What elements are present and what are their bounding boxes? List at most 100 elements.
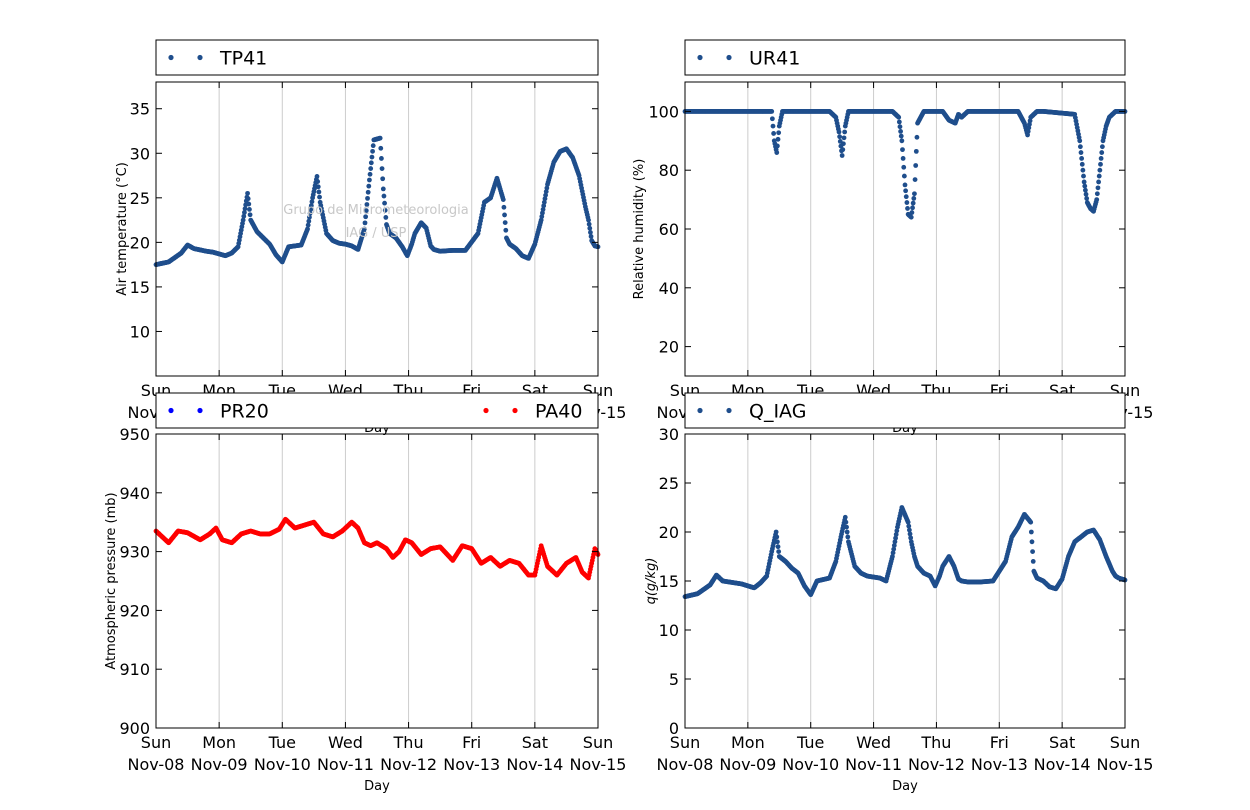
point-tp41-139 [241,213,247,219]
point-ur41-340 [896,114,902,120]
point-ur41-360 [908,214,914,220]
point-ur41-362 [910,205,915,211]
point-ur41-353 [904,200,910,205]
point-ur41-369 [914,134,920,140]
legend-label-PA40: PA40 [535,401,582,423]
xtick-date-q_iag-7: Nov-15 [1097,755,1154,774]
legend-ur41: UR41 [684,39,1126,76]
point-ur41-346 [900,147,905,153]
point-tp41-339 [367,171,373,177]
xtick-date-q_iag-4: Nov-12 [908,755,965,774]
point-ur41-363 [910,200,916,206]
ytick-label-q_iag-15: 15 [659,572,679,591]
point-tp41-551 [501,204,507,210]
point-ur41-149 [776,130,782,136]
ytick-label-pressure-930: 930 [119,543,150,562]
axes-layer [155,81,1126,729]
ylabel-pressure: Atmospheric pressure (mb) [104,492,119,669]
point-tp41-613 [540,207,546,212]
point-ur41-364 [911,196,917,201]
point-tp41-611 [539,214,545,219]
point-tp41-257 [315,184,321,190]
legend-label-TP41: TP41 [219,48,267,70]
point-ur41-632 [1079,161,1085,167]
point-tp41-242 [306,218,312,224]
xlabel-pressure: Day [364,779,390,794]
point-ur41-657 [1095,185,1101,191]
point-ur41-350 [902,182,908,188]
ytick-label-ur41-20: 20 [659,338,679,357]
point-tp41-362 [382,200,387,206]
ytick-label-tp41-15: 15 [130,278,150,297]
point-tp41-610 [538,217,544,223]
point-ur41-351 [903,188,909,194]
legend-box-ur41 [684,39,1126,76]
ytick-label-pressure-950: 950 [119,425,150,444]
xtick-day-q_iag-0: Sun [670,733,700,752]
point-tp41-259 [317,194,322,200]
xtick-day-q_iag-5: Fri [990,733,1009,752]
point-ur41-254 [842,129,848,135]
point-ur41-633 [1080,167,1086,173]
point-ur41-637 [1083,187,1088,193]
point-tp41-145 [245,190,250,196]
point-tp41-685 [586,217,591,223]
point-tp41-138 [240,217,246,223]
point-tp41-149 [247,212,253,218]
ytick-label-pressure-910: 910 [119,660,150,679]
point-ur41-367 [913,163,919,168]
point-tp41-244 [307,211,313,216]
point-tp41-618 [543,189,549,194]
point-tp41-364 [383,215,389,220]
point-q_iag-337 [894,528,900,534]
legend-q_iag: Q_IAG [684,392,1126,429]
point-ur41-636 [1082,183,1088,189]
point-ur41-347 [900,156,906,161]
point-tp41-359 [380,176,386,182]
point-tp41-240 [305,226,310,232]
ytick-label-q_iag-0: 0 [669,719,679,738]
point-tp41-341 [368,160,374,166]
ytick-label-q_iag-10: 10 [659,621,679,640]
plot-frame-tp41 [155,81,599,377]
point-tp41-356 [378,145,384,151]
point-ur41-634 [1081,173,1086,179]
xtick-day-q_iag-6: Sat [1049,733,1075,752]
point-q_iag-149 [776,549,782,554]
point-tp41-140 [242,210,247,215]
point-q_iag-148 [775,544,781,550]
point-q_iag-551 [1028,529,1034,535]
point-ur41-658 [1096,179,1101,185]
plot-frame-ur41 [684,81,1126,377]
point-ur41-660 [1097,167,1103,173]
point-tp41-615 [541,199,547,205]
series-tp41-TP41 [153,135,601,268]
point-q_iag-554 [1030,559,1036,564]
point-tp41-553 [502,220,508,225]
point-tp41-247 [309,199,315,205]
point-tp41-334 [364,202,370,207]
legend-marker-b-UR41 [726,54,732,61]
point-ur41-655 [1094,197,1100,203]
ytick-label-q_iag-25: 25 [659,474,679,493]
point-ur41-148 [775,136,781,142]
text-layer: 10 15 20 25 30 35 Sun Nov-08 Mon Nov-09 Tue Nov-10 W… [104,39,1154,794]
point-tp41-331 [362,220,368,226]
xtick-date-q_iag-5: Nov-13 [971,755,1028,774]
point-tp41-363 [382,207,388,213]
xtick-day-pressure-1: Mon [202,733,236,752]
point-ur41-147 [775,143,780,149]
legend-tp41: TP41 [155,39,599,76]
point-tp41-614 [541,203,547,209]
legend-marker-b-Q_IAG [726,407,732,414]
point-ur41-663 [1099,150,1105,155]
legend-marker-a-UR41 [697,54,703,61]
point-q_iag-258 [844,529,850,535]
xtick-date-q_iag-6: Nov-14 [1034,755,1091,774]
ylabel-tp41: Air temperature (°C) [115,162,130,296]
point-tp41-689 [588,234,594,239]
point-tp41-243 [307,214,312,220]
ytick-label-ur41-60: 60 [659,220,679,239]
xtick-day-pressure-2: Tue [268,733,296,752]
point-q_iag-256 [843,519,849,525]
